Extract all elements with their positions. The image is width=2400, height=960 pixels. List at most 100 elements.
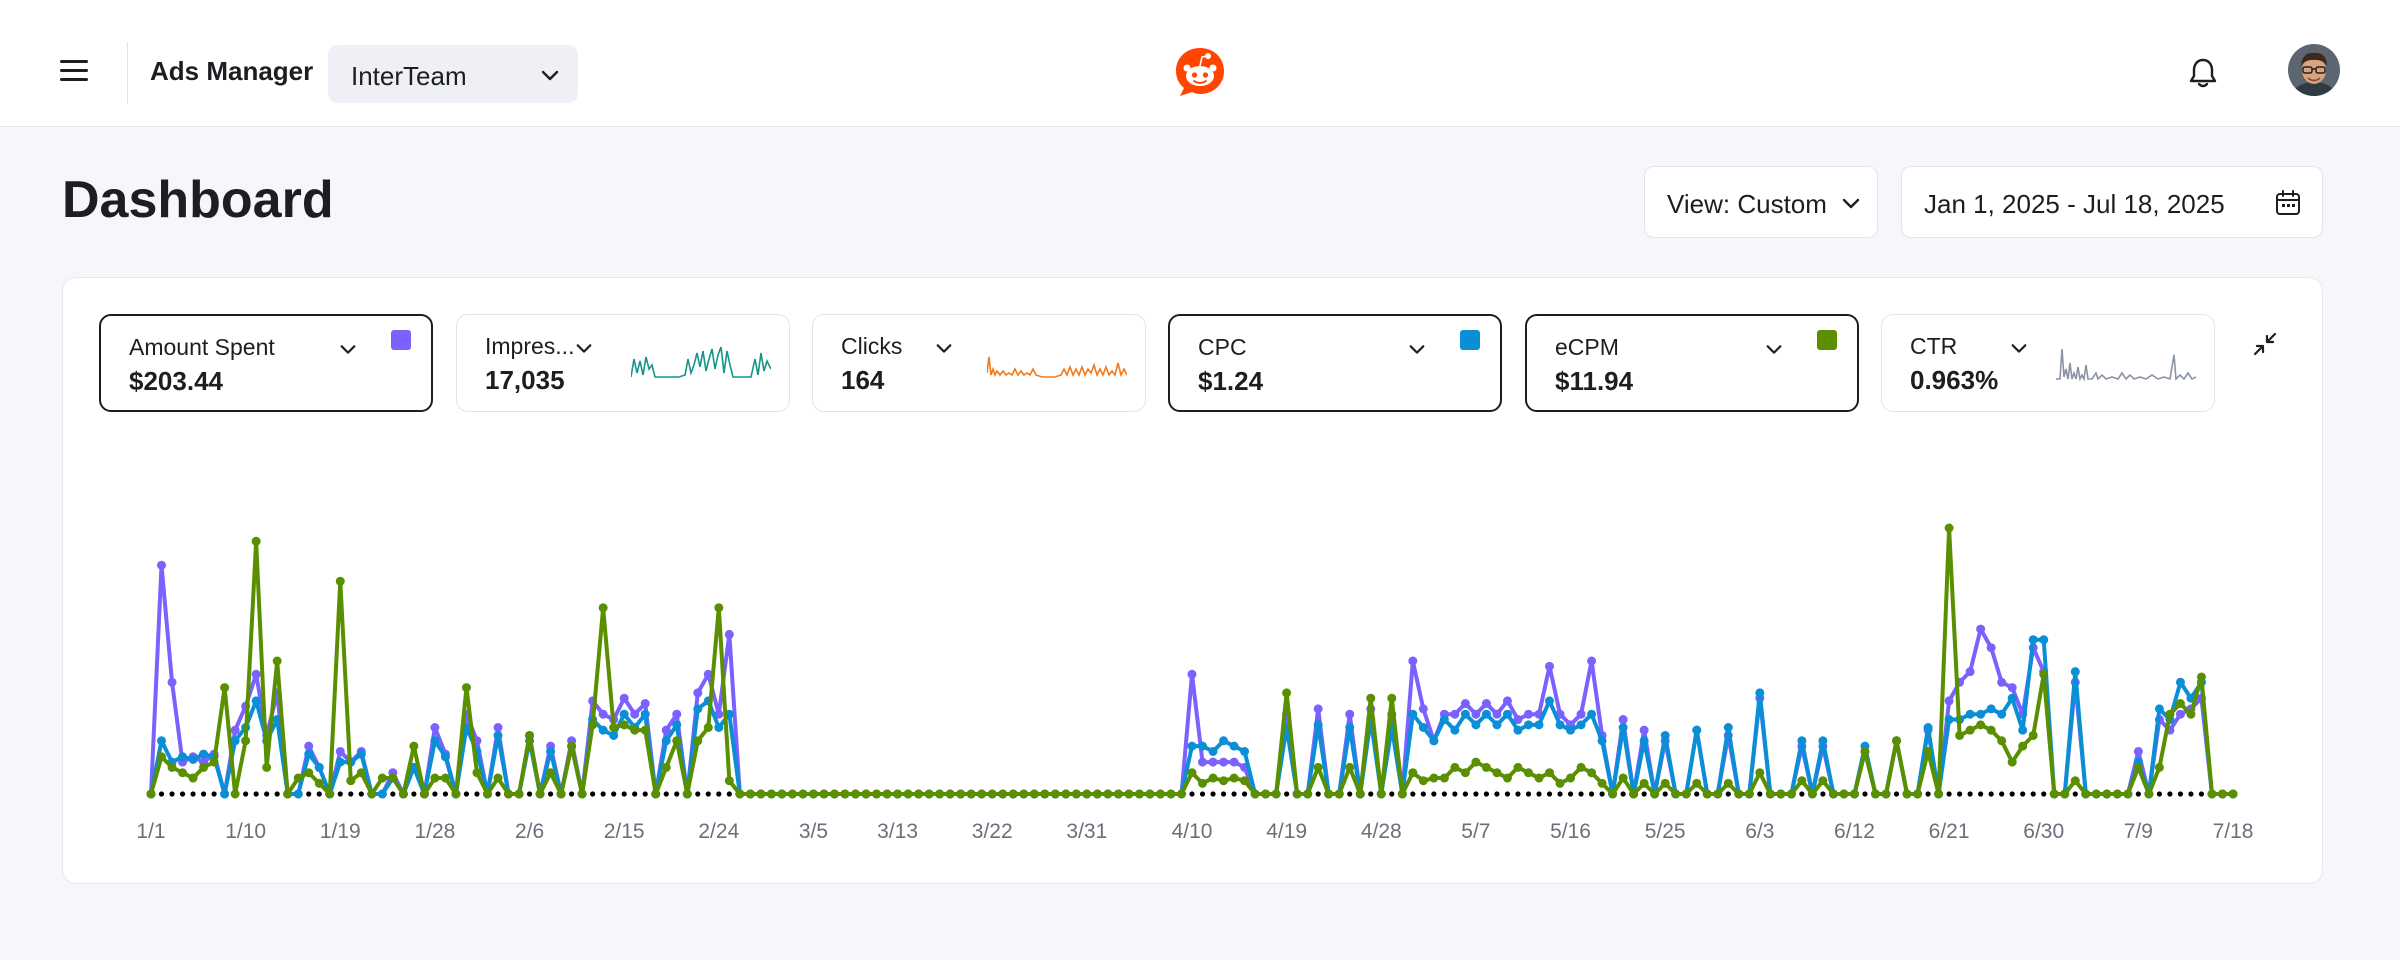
data-point[interactable] xyxy=(861,789,871,799)
data-point[interactable] xyxy=(1523,768,1533,778)
data-point[interactable] xyxy=(1965,725,1975,735)
data-point[interactable] xyxy=(1776,789,1786,799)
data-point[interactable] xyxy=(314,762,324,772)
data-point[interactable] xyxy=(1103,789,1113,799)
data-point[interactable] xyxy=(1934,789,1944,799)
data-point[interactable] xyxy=(1818,736,1828,746)
data-point[interactable] xyxy=(1198,757,1208,767)
data-point[interactable] xyxy=(1597,778,1607,788)
metric-card-impressions[interactable]: Impres... 17,035 xyxy=(456,314,790,412)
metric-card-cpc[interactable]: CPC $1.24 xyxy=(1168,314,1502,412)
data-point[interactable] xyxy=(2165,709,2175,719)
data-point[interactable] xyxy=(1229,773,1239,783)
data-point[interactable] xyxy=(1513,725,1523,735)
data-point[interactable] xyxy=(1566,725,1576,735)
data-point[interactable] xyxy=(1429,773,1439,783)
data-point[interactable] xyxy=(1576,709,1586,719)
data-point[interactable] xyxy=(1176,789,1186,799)
data-point[interactable] xyxy=(1723,778,1733,788)
data-point[interactable] xyxy=(1797,736,1807,746)
data-point[interactable] xyxy=(1481,762,1491,772)
data-point[interactable] xyxy=(2028,730,2038,740)
data-point[interactable] xyxy=(661,762,671,772)
data-point[interactable] xyxy=(556,789,566,799)
data-point[interactable] xyxy=(1523,720,1533,730)
data-point[interactable] xyxy=(398,789,408,799)
data-point[interactable] xyxy=(1492,720,1502,730)
data-point[interactable] xyxy=(1460,768,1470,778)
data-point[interactable] xyxy=(1029,789,1039,799)
data-point[interactable] xyxy=(1566,773,1576,783)
data-point[interactable] xyxy=(1187,768,1197,778)
data-point[interactable] xyxy=(1818,776,1828,786)
data-point[interactable] xyxy=(914,789,924,799)
data-point[interactable] xyxy=(693,736,703,746)
data-point[interactable] xyxy=(1050,789,1060,799)
data-point[interactable] xyxy=(1134,789,1144,799)
data-point[interactable] xyxy=(1523,709,1533,719)
data-point[interactable] xyxy=(209,757,219,767)
data-point[interactable] xyxy=(157,752,167,762)
data-point[interactable] xyxy=(1198,741,1208,751)
data-point[interactable] xyxy=(1471,720,1481,730)
data-point[interactable] xyxy=(430,736,440,746)
data-point[interactable] xyxy=(1755,768,1765,778)
data-point[interactable] xyxy=(546,768,556,778)
data-point[interactable] xyxy=(514,789,524,799)
data-point[interactable] xyxy=(2154,704,2164,714)
data-point[interactable] xyxy=(1481,699,1491,709)
data-point[interactable] xyxy=(1481,709,1491,719)
hamburger-menu-icon[interactable] xyxy=(60,58,90,82)
data-point[interactable] xyxy=(1618,715,1628,725)
data-point[interactable] xyxy=(493,730,503,740)
data-point[interactable] xyxy=(598,603,608,613)
data-point[interactable] xyxy=(1450,725,1460,735)
data-point[interactable] xyxy=(1113,789,1123,799)
data-point[interactable] xyxy=(230,725,240,735)
data-point[interactable] xyxy=(2070,776,2080,786)
data-point[interactable] xyxy=(1229,757,1239,767)
data-point[interactable] xyxy=(1986,704,1996,714)
data-point[interactable] xyxy=(472,768,482,778)
data-point[interactable] xyxy=(956,789,966,799)
data-point[interactable] xyxy=(1965,709,1975,719)
data-point[interactable] xyxy=(388,773,398,783)
data-point[interactable] xyxy=(1355,789,1365,799)
data-point[interactable] xyxy=(1313,704,1323,714)
data-point[interactable] xyxy=(1849,789,1859,799)
data-point[interactable] xyxy=(377,773,387,783)
data-point[interactable] xyxy=(1502,709,1512,719)
performance-line-chart[interactable]: 1/1 1/10 1/19 1/28 2/6 2/15 2/24 3/5 3/13 3/22 3/3… xyxy=(63,498,2324,878)
data-point[interactable] xyxy=(2228,789,2238,799)
data-point[interactable] xyxy=(714,723,724,732)
data-point[interactable] xyxy=(1229,741,1239,751)
data-point[interactable] xyxy=(1713,789,1723,799)
data-point[interactable] xyxy=(672,709,682,719)
data-point[interactable] xyxy=(1902,789,1912,799)
data-point[interactable] xyxy=(1671,789,1681,799)
data-point[interactable] xyxy=(1545,661,1555,671)
data-point[interactable] xyxy=(1618,773,1628,783)
data-point[interactable] xyxy=(451,789,461,799)
data-point[interactable] xyxy=(924,789,934,799)
data-point[interactable] xyxy=(724,776,734,786)
data-point[interactable] xyxy=(1660,730,1670,740)
metric-card-amount-spent[interactable]: Amount Spent $203.44 xyxy=(99,314,433,412)
data-point[interactable] xyxy=(1692,778,1702,788)
data-point[interactable] xyxy=(1418,723,1428,732)
data-point[interactable] xyxy=(2081,789,2091,799)
data-point[interactable] xyxy=(377,789,387,799)
data-point[interactable] xyxy=(1997,677,2007,687)
data-point[interactable] xyxy=(1282,688,1292,698)
metric-card-clicks[interactable]: Clicks 164 xyxy=(812,314,1146,412)
data-point[interactable] xyxy=(619,693,629,703)
data-point[interactable] xyxy=(493,723,503,732)
data-point[interactable] xyxy=(1471,709,1481,719)
view-select[interactable]: View: Custom xyxy=(1644,166,1878,238)
data-point[interactable] xyxy=(1734,789,1744,799)
data-point[interactable] xyxy=(2102,789,2112,799)
data-point[interactable] xyxy=(1345,709,1355,719)
data-point[interactable] xyxy=(1271,789,1281,799)
data-point[interactable] xyxy=(356,749,366,759)
data-point[interactable] xyxy=(1976,720,1986,730)
